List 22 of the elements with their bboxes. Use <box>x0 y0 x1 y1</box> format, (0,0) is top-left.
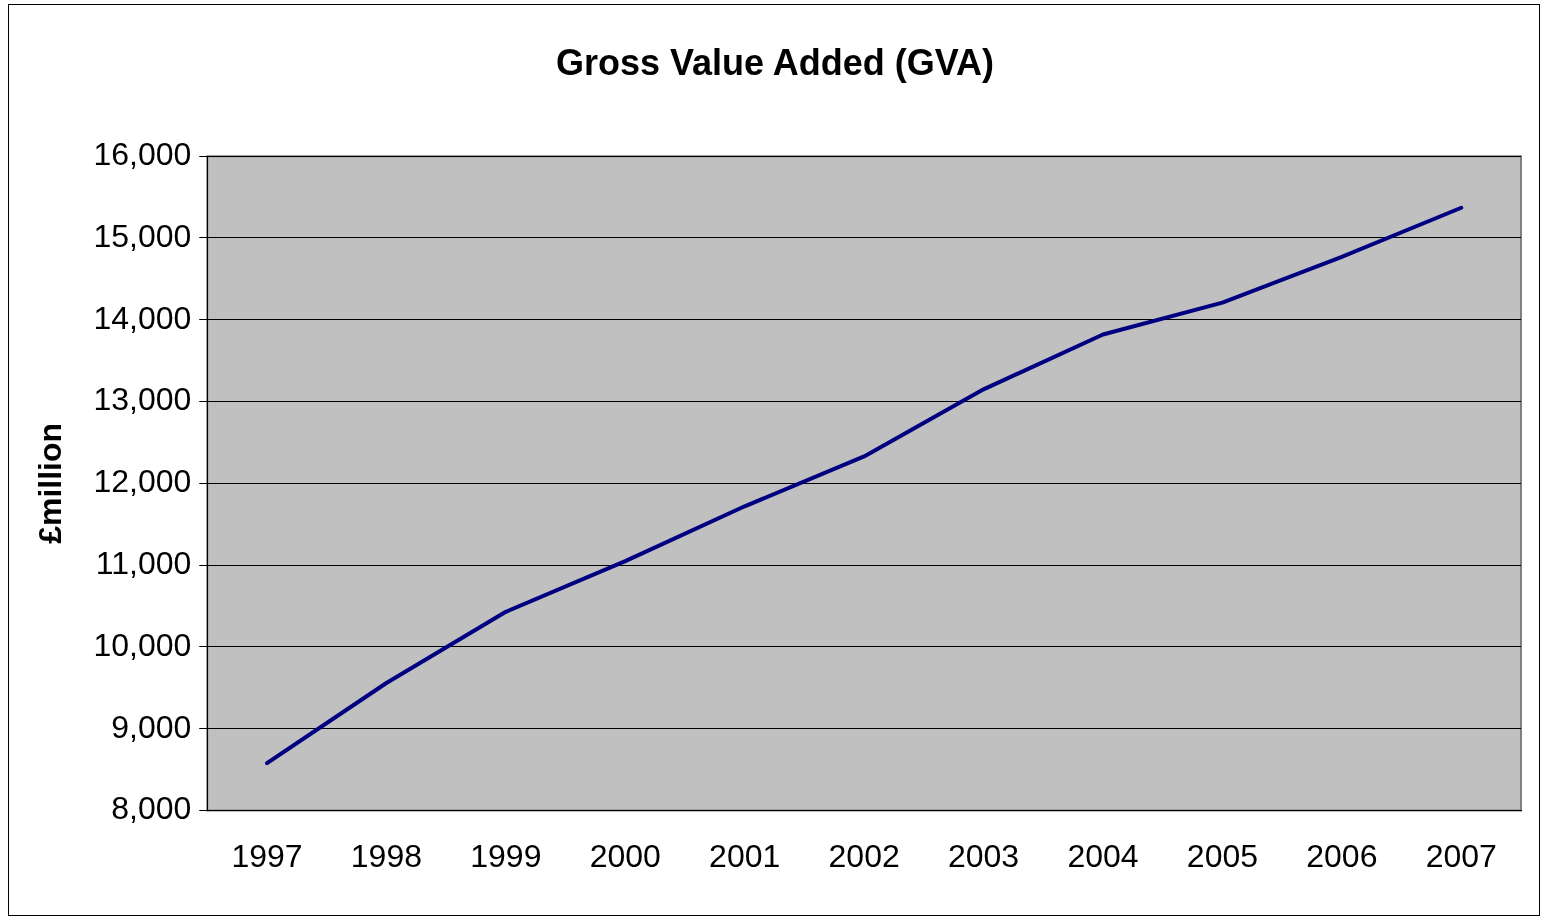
x-tick-label: 2001 <box>709 837 781 874</box>
y-tick-label: 13,000 <box>93 381 192 418</box>
y-tick-label: 12,000 <box>93 463 192 500</box>
y-tick-label: 8,000 <box>111 790 192 827</box>
y-tick-label: 14,000 <box>93 299 192 336</box>
y-tick-label: 15,000 <box>93 217 192 254</box>
x-tick-label: 2004 <box>1067 837 1139 874</box>
x-tick-label: 2000 <box>589 837 661 874</box>
chart-title: Gross Value Added (GVA) <box>555 41 995 83</box>
x-tick-label: 2002 <box>828 837 900 874</box>
x-tick-label: 2007 <box>1425 837 1497 874</box>
x-tick-label: 1998 <box>350 837 423 874</box>
x-tick-label: 2006 <box>1306 837 1378 874</box>
y-tick-label: 11,000 <box>95 545 192 582</box>
x-tick-label: 1997 <box>231 837 303 874</box>
x-tick-label: 2003 <box>947 837 1020 874</box>
x-tick-label: 1999 <box>470 837 542 874</box>
y-tick-label: 16,000 <box>93 136 192 173</box>
y-tick-label: 9,000 <box>111 708 192 745</box>
x-tick-label: 2005 <box>1186 837 1259 874</box>
y-axis-title: £million <box>32 422 69 544</box>
y-tick-label: 10,000 <box>93 626 192 663</box>
